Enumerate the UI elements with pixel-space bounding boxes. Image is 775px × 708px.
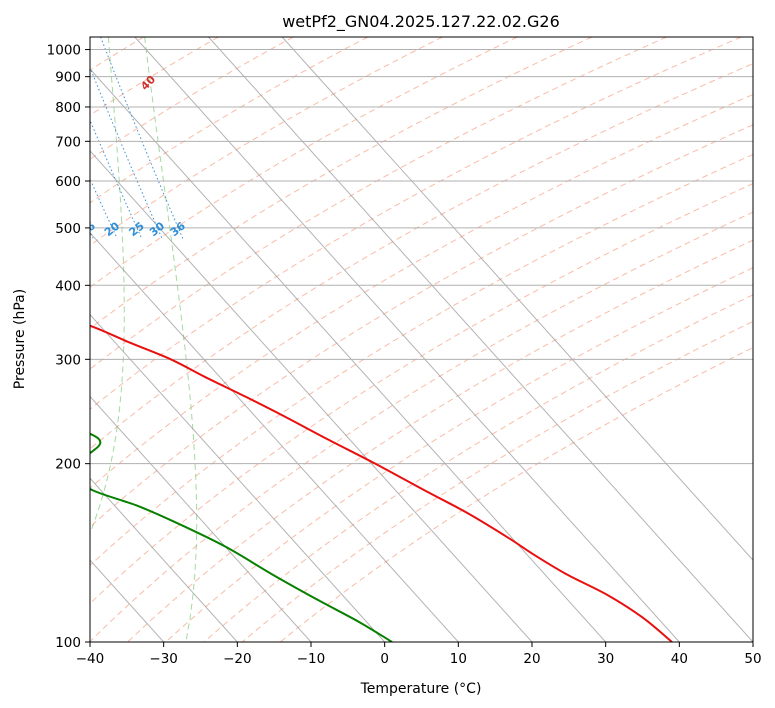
x-tick-label: −30 bbox=[149, 651, 178, 667]
isotherm-line bbox=[90, 231, 459, 642]
moist-adiabat bbox=[90, 37, 125, 535]
chart-title: wetPf2_GN04.2025.127.22.02.G26 bbox=[282, 12, 560, 32]
x-tick-label: 50 bbox=[744, 651, 761, 667]
x-tick-label: −20 bbox=[223, 651, 252, 667]
isotherm-line bbox=[90, 477, 238, 642]
y-tick-label: 700 bbox=[55, 134, 81, 150]
dry-adiabat bbox=[90, 37, 667, 370]
mixing-ratio-line bbox=[90, 177, 118, 239]
isotherm-line bbox=[134, 37, 680, 642]
mixing-ratio-line bbox=[90, 119, 143, 239]
x-tick-label: 20 bbox=[523, 651, 540, 667]
x-tick-label: −40 bbox=[76, 651, 105, 667]
pressure-gridlines bbox=[90, 49, 753, 642]
y-tick-label: 500 bbox=[55, 221, 81, 237]
x-tick-label: 30 bbox=[597, 651, 614, 667]
background-lines bbox=[90, 37, 753, 642]
dry-adiabat bbox=[90, 37, 742, 410]
isotherm-line bbox=[208, 37, 753, 642]
y-tick-label: 100 bbox=[55, 635, 81, 651]
dry-adiabat bbox=[241, 320, 753, 642]
y-tick-label: 400 bbox=[55, 278, 81, 294]
dry-adiabat bbox=[90, 37, 443, 246]
dewpoint-line bbox=[90, 432, 393, 642]
y-axis-label: Pressure (hPa) bbox=[12, 289, 28, 389]
x-tick-label: 40 bbox=[671, 651, 688, 667]
isotherm-line bbox=[90, 395, 312, 642]
plot-background bbox=[90, 37, 753, 642]
isotherm-line bbox=[281, 37, 753, 561]
x-tick-label: 10 bbox=[450, 651, 467, 667]
x-axis-label: Temperature (°C) bbox=[360, 681, 482, 697]
dry-adiabat bbox=[90, 124, 753, 528]
y-tick-label: 800 bbox=[55, 100, 81, 116]
dry-adiabat bbox=[165, 267, 753, 642]
dry-adiabat bbox=[90, 153, 753, 567]
y-tick-label: 600 bbox=[55, 174, 81, 190]
dry-adiabat bbox=[90, 37, 369, 204]
isotherm-line bbox=[90, 313, 386, 642]
dry-adiabat bbox=[90, 211, 753, 642]
dry-adiabat bbox=[90, 63, 753, 450]
temperature-line bbox=[90, 324, 673, 642]
isotherm-line bbox=[90, 150, 533, 642]
dry-adiabat bbox=[90, 93, 753, 489]
dry-adiabat bbox=[90, 37, 593, 330]
mixing-ratio-label: 16 bbox=[78, 219, 98, 239]
dry-adiabat bbox=[127, 239, 753, 642]
dry-adiabat bbox=[203, 294, 753, 642]
y-tick-label: 900 bbox=[55, 70, 81, 86]
y-tick-label: 300 bbox=[55, 352, 81, 368]
y-axis: 1000 900 800 700 600 500 400 300 200 100 bbox=[47, 43, 90, 651]
dry-adiabat bbox=[90, 183, 753, 605]
y-tick-label: 1000 bbox=[47, 43, 81, 59]
x-tick-label: −10 bbox=[297, 651, 326, 667]
profile-series bbox=[90, 324, 673, 642]
x-tick-label: 0 bbox=[380, 651, 389, 667]
moist-adiabat bbox=[144, 37, 198, 642]
y-tick-label: 200 bbox=[55, 457, 81, 473]
plot-frame bbox=[89, 36, 754, 643]
x-axis: −40 −30 −20 −10 0 10 20 30 40 50 bbox=[76, 642, 762, 667]
